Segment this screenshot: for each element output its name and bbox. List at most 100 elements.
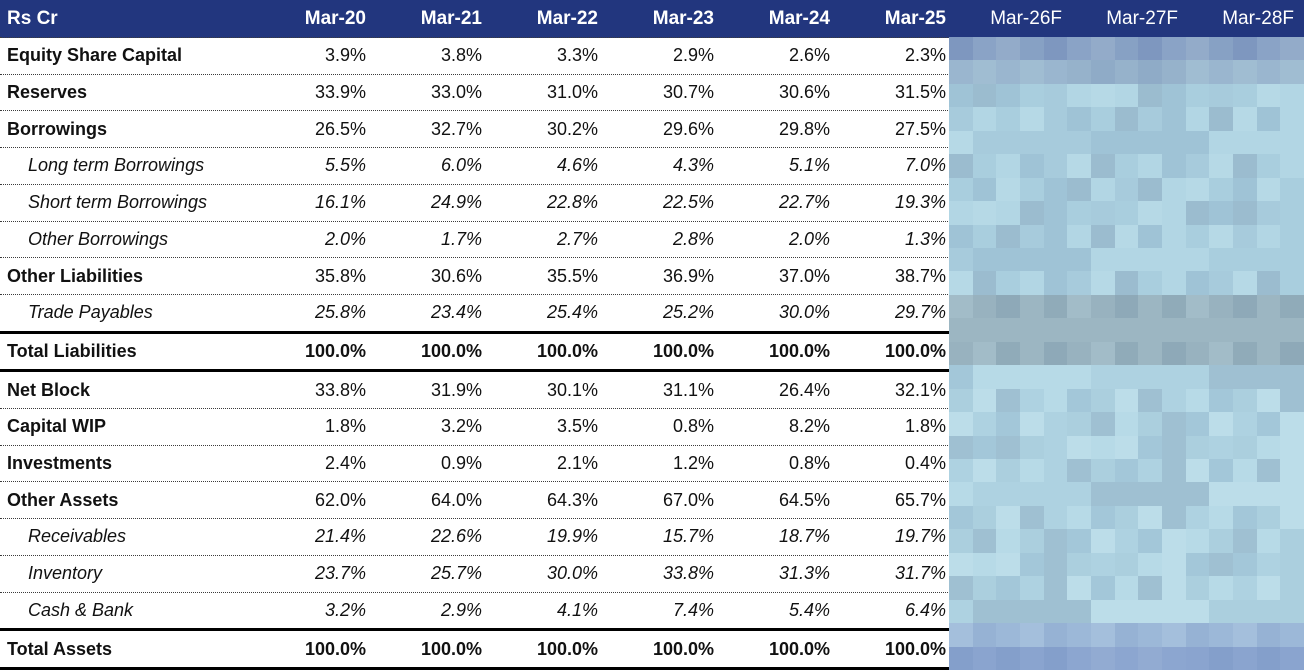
mosaic-cell [1232, 248, 1257, 272]
cell-value: 25.8% [314, 302, 366, 323]
mosaic-cell [1232, 552, 1257, 577]
mosaic-cell [996, 201, 1020, 225]
mosaic-cell [1138, 248, 1162, 272]
mosaic-cell [1209, 482, 1233, 506]
mosaic-cell [1185, 130, 1210, 155]
mosaic-cell [1138, 365, 1162, 389]
mosaic-cell [949, 37, 973, 61]
mosaic-cell [1209, 388, 1233, 413]
mosaic-cell [1256, 294, 1281, 319]
mosaic-cell [1161, 576, 1186, 600]
cell-value: 31.3% [778, 563, 830, 584]
mosaic-cell [1138, 412, 1162, 436]
mosaic-cell [1280, 37, 1304, 61]
mosaic-cell [1043, 646, 1068, 670]
mosaic-cell [1138, 294, 1162, 319]
mosaic-cell [1232, 576, 1257, 600]
mosaic-cell [1232, 599, 1257, 624]
mosaic-cell [1280, 623, 1304, 647]
cell-value: 32.1% [894, 379, 946, 400]
mosaic-cell [1232, 435, 1257, 459]
row-label: Capital WIP [7, 416, 107, 437]
cell-value: 1.2% [672, 453, 714, 474]
mosaic-cell [1232, 482, 1257, 506]
mosaic-cell [1256, 224, 1281, 248]
mosaic-cell [1043, 177, 1068, 202]
mosaic-cell [1090, 412, 1115, 436]
mosaic-cell [972, 623, 997, 647]
mosaic-cell [1090, 341, 1115, 366]
column-header-mar-21: Mar-21 [420, 7, 482, 29]
blurred-forecast-region [949, 37, 1304, 670]
mosaic-cell [1138, 154, 1162, 178]
mosaic-cell [1209, 552, 1233, 577]
cell-value: 100.0% [304, 638, 366, 659]
mosaic-cell [972, 435, 997, 459]
cell-value: 5.4% [788, 599, 830, 620]
mosaic-cell [1232, 459, 1257, 483]
mosaic-cell [1209, 201, 1233, 225]
mosaic-cell [1209, 459, 1233, 483]
mosaic-cell [1161, 37, 1186, 61]
mosaic-cell [1043, 318, 1068, 342]
mosaic-cell [1232, 388, 1257, 413]
mosaic-cell [1043, 83, 1068, 108]
mosaic-cell [1209, 294, 1233, 319]
mosaic-cell [1185, 412, 1210, 436]
cell-value: 2.4% [324, 453, 366, 474]
cell-value: 62.0% [314, 489, 366, 510]
column-header-mar-20: Mar-20 [304, 7, 366, 29]
mosaic-cell [1090, 107, 1115, 131]
mosaic-cell [1161, 459, 1186, 483]
row-label: Total Assets [7, 638, 113, 659]
mosaic-cell [949, 552, 973, 577]
mosaic-cell [949, 482, 973, 506]
mosaic-cell [972, 482, 997, 506]
mosaic-cell [1114, 459, 1139, 483]
mosaic-cell [1280, 388, 1304, 413]
mosaic-cell [1232, 107, 1257, 131]
mosaic-cell [1019, 505, 1044, 530]
mosaic-cell [1161, 201, 1186, 225]
cell-value: 64.5% [778, 489, 830, 510]
mosaic-cell [1185, 60, 1210, 84]
mosaic-cell [1256, 646, 1281, 670]
mosaic-cell [1019, 482, 1044, 506]
mosaic-cell [1043, 552, 1068, 577]
mosaic-cell [949, 107, 973, 131]
cell-value: 33.0% [430, 82, 482, 103]
mosaic-cell [972, 37, 997, 61]
mosaic-cell [1019, 412, 1044, 436]
mosaic-cell [1067, 154, 1091, 178]
mosaic-cell [1138, 341, 1162, 366]
mosaic-cell [1280, 107, 1304, 131]
mosaic-cell [1067, 576, 1091, 600]
cell-value: 32.7% [430, 118, 482, 139]
mosaic-cell [949, 599, 973, 624]
mosaic-cell [1019, 388, 1044, 413]
mosaic-cell [1114, 83, 1139, 108]
mosaic-cell [1138, 576, 1162, 600]
column-header-mar-25: Mar-25 [884, 7, 946, 29]
mosaic-cell [1090, 459, 1115, 483]
mosaic-cell [996, 271, 1020, 295]
cell-value: 0.9% [440, 453, 482, 474]
mosaic-cell [1114, 505, 1139, 530]
cell-value: 29.6% [662, 118, 714, 139]
mosaic-cell [1090, 177, 1115, 202]
row-label: Other Liabilities [7, 265, 144, 286]
mosaic-cell [996, 83, 1020, 108]
mosaic-cell [996, 107, 1020, 131]
mosaic-cell [1280, 459, 1304, 483]
mosaic-cell [1114, 177, 1139, 202]
cell-value: 38.7% [894, 265, 946, 286]
mosaic-cell [1280, 341, 1304, 366]
mosaic-cell [1114, 248, 1139, 272]
mosaic-cell [1043, 482, 1068, 506]
mosaic-cell [1256, 552, 1281, 577]
mosaic-cell [1280, 552, 1304, 577]
row-label: Long term Borrowings [28, 155, 205, 176]
row-label: Reserves [7, 82, 88, 103]
cell-value: 5.5% [324, 155, 366, 176]
cell-value: 100.0% [768, 638, 830, 659]
